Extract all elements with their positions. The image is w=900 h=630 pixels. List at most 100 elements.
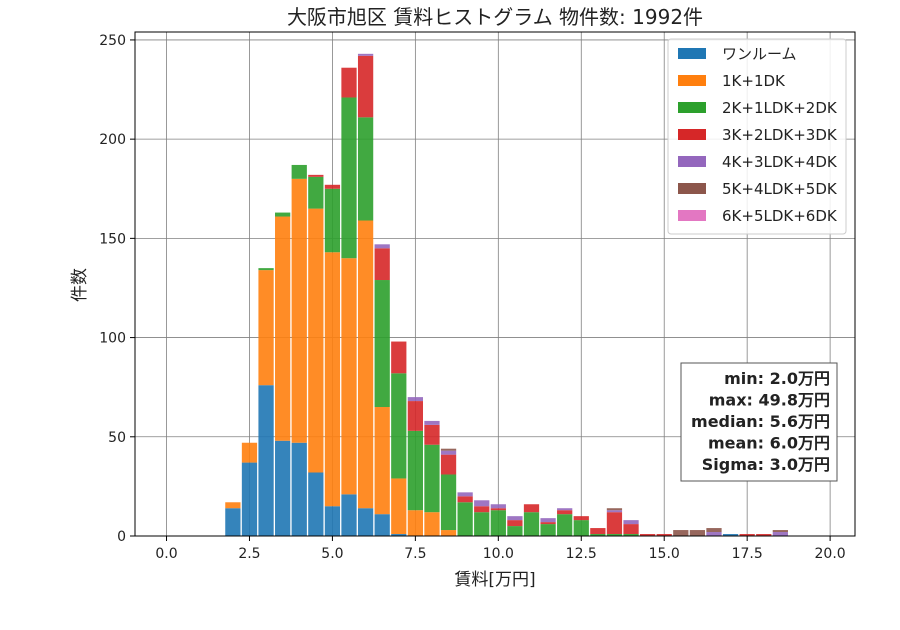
bar-segment (407, 401, 423, 431)
bar-segment (225, 508, 241, 536)
stats-line: min: 2.0万円 (724, 369, 830, 388)
bar-segment (540, 518, 556, 523)
bar-segment (374, 514, 390, 536)
bar-segment (374, 407, 390, 515)
bar-segment (523, 504, 540, 513)
chart-title: 大阪市旭区 賃料ヒストグラム 物件数: 1992件 (287, 5, 703, 29)
stats-box: min: 2.0万円 max: 49.8万円 median: 5.6万円 mean: … (680, 362, 838, 482)
bar-segment (324, 188, 341, 253)
bar-segment (474, 512, 490, 536)
bar-segment (474, 500, 490, 507)
y-tick-label: 100 (99, 331, 126, 347)
bar-segment (590, 528, 606, 535)
x-tick-label: 15.0 (649, 546, 680, 562)
bar-segment (623, 520, 639, 525)
bar-segment (407, 397, 423, 402)
bar-segment (291, 164, 307, 179)
bar-segment (357, 220, 374, 509)
legend-swatch (678, 48, 706, 59)
x-tick-label: 12.5 (566, 546, 597, 562)
bar-segment (275, 216, 291, 441)
bar-segment (507, 516, 523, 521)
bar-segment (407, 510, 423, 536)
x-axis-label: 賃料[万円] (454, 570, 535, 590)
bar-segment (341, 67, 357, 98)
bar-segment (308, 176, 324, 209)
legend-label: 3K+2LDK+3DK (722, 126, 838, 144)
x-tick-label: 10.0 (483, 546, 514, 562)
bar-segment (606, 508, 623, 511)
bar-segment (357, 53, 374, 56)
legend-swatch (678, 183, 706, 194)
bar-segment (374, 244, 390, 249)
legend-swatch (678, 75, 706, 86)
x-tick-label: 7.5 (404, 546, 426, 562)
bar-segment (374, 280, 390, 408)
x-tick-label: 17.5 (732, 546, 763, 562)
bar-segment (590, 534, 606, 536)
bar-group (225, 53, 788, 536)
bar-segment (623, 534, 639, 536)
bar-segment (308, 208, 324, 473)
bar-segment (540, 524, 556, 536)
bar-segment (424, 424, 440, 445)
bar-segment (540, 522, 556, 525)
y-tick-label: 150 (99, 231, 126, 247)
bar-segment (357, 117, 374, 221)
bar-segment (440, 530, 457, 536)
stats-line: max: 49.8万円 (709, 391, 830, 410)
bar-segment (357, 508, 374, 536)
bar-segment (374, 248, 390, 281)
bar-segment (424, 444, 440, 513)
bar-segment (391, 534, 407, 536)
bar-segment (258, 385, 274, 536)
legend-swatch (678, 129, 706, 140)
bar-segment (440, 454, 457, 475)
bar-segment (391, 373, 407, 479)
bar-segment (722, 534, 739, 536)
x-tick-label: 5.0 (321, 546, 343, 562)
bar-segment (606, 512, 623, 535)
y-axis-label: 件数 (70, 268, 90, 302)
bar-segment (225, 502, 241, 509)
bar-segment (623, 524, 639, 535)
stats-frame (680, 362, 838, 482)
bar-segment (772, 532, 788, 536)
bar-segment (490, 508, 506, 511)
legend-box (667, 38, 847, 235)
bar-segment (341, 97, 357, 259)
bar-segment (573, 520, 589, 536)
bar-segment (391, 341, 407, 374)
bar-segment (490, 504, 506, 509)
bar-segment (673, 530, 689, 536)
bar-segment (639, 534, 656, 536)
bar-segment (606, 510, 623, 513)
legend-label: 6K+5LDK+6DK (722, 207, 838, 225)
stats-line: mean: 6.0万円 (708, 434, 830, 453)
y-tick-label: 50 (108, 430, 126, 446)
bar-segment (557, 508, 573, 511)
bar-segment (341, 258, 357, 495)
bar-segment (291, 442, 307, 536)
bar-segment (308, 472, 324, 536)
bar-segment (424, 420, 440, 425)
bar-segment (440, 474, 457, 531)
stats-line: Sigma: 3.0万円 (702, 455, 830, 474)
bar-segment (457, 496, 473, 503)
bar-segment (523, 512, 540, 536)
y-tick-label: 0 (117, 529, 126, 545)
legend-label: 1K+1DK (722, 72, 786, 90)
bar-segment (275, 212, 291, 217)
axes: 0.0 2.5 5.0 7.5 10.0 12.5 15.0 17.5 20.0 0 50 100 15… (99, 31, 856, 562)
stats-line: median: 5.6万円 (691, 412, 830, 431)
bar-segment (457, 502, 473, 536)
x-tick-label: 2.5 (238, 546, 260, 562)
y-tick-label: 200 (99, 132, 126, 148)
legend-label: ワンルーム (722, 45, 797, 63)
bar-segment (258, 270, 274, 386)
bar-segment (490, 510, 506, 536)
bar-segment (606, 534, 623, 536)
legend-label: 5K+4LDK+5DK (722, 180, 838, 198)
